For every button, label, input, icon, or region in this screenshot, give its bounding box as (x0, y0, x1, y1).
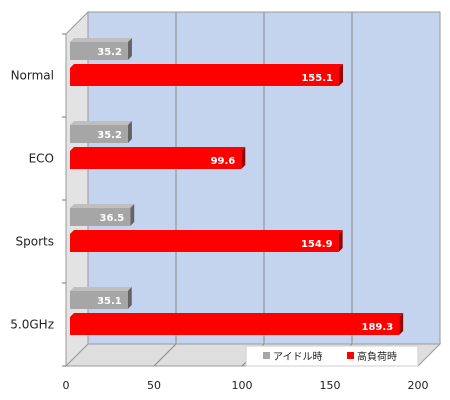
x-tick-label: 150 (320, 379, 341, 392)
data-label: 155.1 (301, 73, 333, 84)
category-label: 5.0GHz (10, 318, 54, 332)
bar-front-face (70, 208, 131, 226)
bar-side-face (241, 147, 246, 169)
bar-side-face (130, 204, 135, 226)
bar-side-face (127, 38, 132, 60)
x-tick-label: 200 (408, 379, 429, 392)
data-label: 99.6 (211, 156, 236, 167)
data-label: 154.9 (301, 239, 333, 250)
legend-label-idle: アイドル時 (273, 351, 323, 363)
bar-0: 35.2 (70, 38, 132, 60)
x-tick-label: 0 (63, 379, 70, 392)
bar-top-face (70, 64, 343, 68)
bar-side-face (338, 64, 343, 86)
x-tick-label: 100 (232, 379, 253, 392)
bar-side-face (338, 230, 343, 252)
data-label: 36.5 (100, 213, 125, 224)
bar-1: 154.9 (70, 230, 343, 252)
legend-label-load: 高負荷時 (357, 350, 397, 363)
bar-side-face (127, 287, 132, 309)
bar-1: 189.3 (70, 313, 404, 335)
x-tick-label: 50 (147, 379, 161, 392)
bar-top-face (70, 230, 343, 234)
bar-front-face (70, 291, 128, 309)
bar-top-face (70, 38, 132, 42)
gridline-floor (153, 343, 177, 367)
data-label: 35.2 (97, 47, 122, 58)
data-label: 35.2 (97, 130, 122, 141)
bar-top-face (70, 147, 246, 151)
legend-swatch-load (347, 352, 354, 359)
bar-top-face (70, 121, 132, 125)
bar-front-face (70, 234, 339, 252)
bar-1: 99.6 (70, 147, 246, 169)
category-label: Normal (11, 69, 54, 83)
legend: アイドル時 高負荷時 (245, 345, 419, 367)
x-axis-tick-labels: 0 50 100 150 200 (63, 379, 429, 392)
bar-0: 35.1 (70, 287, 132, 309)
bar-0: 36.5 (70, 204, 135, 226)
category-label: ECO (29, 152, 54, 166)
category-label: Sports (16, 235, 54, 249)
bar-front-face (70, 151, 242, 169)
category-labels: Normal ECO Sports 5.0GHz (10, 33, 66, 367)
bar-top-face (70, 313, 404, 317)
data-label: 35.1 (97, 296, 122, 307)
bar-side-face (399, 313, 404, 335)
bar-side-face (127, 121, 132, 143)
bar-top-face (70, 204, 135, 208)
bar-front-face (70, 125, 128, 143)
legend-swatch-idle (263, 352, 270, 359)
bar-front-face (70, 317, 400, 335)
bar-front-face (70, 42, 128, 60)
bar-1: 155.1 (70, 64, 343, 86)
data-label: 189.3 (362, 322, 394, 333)
bars: 35.2 155.1 35.2 99.6 36.5 154.9 35.1 189.3 (70, 38, 404, 335)
bar-0: 35.2 (70, 121, 132, 143)
bar-front-face (70, 68, 339, 86)
legend-box (245, 345, 419, 367)
bar-top-face (70, 287, 132, 291)
